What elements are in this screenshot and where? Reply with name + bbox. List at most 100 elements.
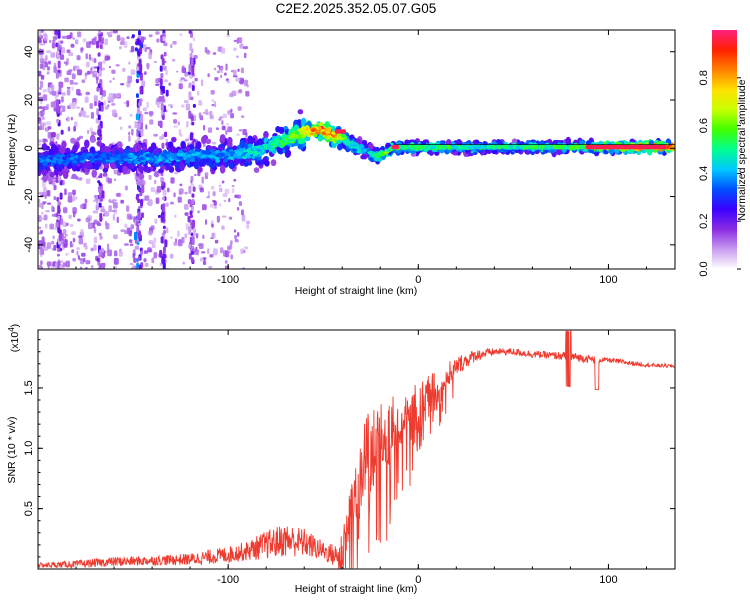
noise-blob (211, 141, 217, 145)
noise-blob (227, 126, 233, 133)
spectral-blob (585, 140, 592, 146)
noise-blob (221, 180, 225, 184)
noise-blob (211, 223, 214, 228)
ridge-blob (349, 143, 355, 147)
noise-blob (225, 129, 228, 135)
noise-blob (207, 73, 210, 78)
noise-streak (96, 257, 100, 262)
noise-blob (233, 39, 238, 43)
spectral-blob (158, 168, 164, 174)
noise-blob (85, 217, 91, 223)
noise-blob (89, 103, 93, 109)
ridge-blob (398, 144, 404, 149)
ridge-blob (503, 145, 509, 149)
noise-blob (219, 116, 224, 119)
noise-streak (188, 110, 192, 119)
spectrogram-x-tick-label: -100 (217, 274, 239, 286)
ridge-blob (480, 145, 486, 149)
noise-blob (111, 103, 116, 106)
ridge-blob (515, 145, 521, 150)
spectral-blob (270, 159, 277, 167)
noise-blob (46, 190, 51, 197)
noise-streak (190, 30, 194, 32)
spectrogram-y-tick-label: 20 (23, 94, 35, 106)
noise-blob (47, 202, 52, 205)
noise-blob (116, 216, 119, 223)
noise-blob (46, 121, 51, 126)
spectral-blob (117, 142, 123, 149)
ridge-blob (420, 144, 426, 149)
noise-blob (174, 214, 177, 218)
noise-blob (153, 133, 158, 137)
noise-blob (134, 245, 140, 250)
noise-blob (203, 258, 206, 262)
noise-blob (60, 104, 63, 109)
noise-streak (101, 252, 105, 259)
noise-blob (115, 64, 120, 67)
ridge-blob (253, 150, 259, 155)
noise-streak (192, 186, 196, 192)
noise-streak (140, 178, 144, 186)
noise-streak (190, 58, 194, 67)
ridge-blob (280, 143, 286, 147)
noise-blob (184, 233, 188, 239)
noise-blob (120, 199, 124, 204)
noise-blob (54, 226, 58, 231)
noise-blob (213, 101, 217, 108)
noise-streak (55, 176, 59, 184)
noise-blob (148, 174, 152, 181)
spectral-blob (253, 167, 260, 173)
noise-blob (210, 185, 215, 190)
noise-blob (108, 65, 112, 69)
spectral-blob (145, 167, 152, 173)
noise-blob (172, 112, 178, 115)
noise-blob (102, 59, 106, 64)
noise-blob (230, 108, 233, 113)
noise-blob (218, 184, 222, 188)
spectral-blob (38, 169, 42, 177)
noise-streak (190, 232, 194, 237)
noise-blob (124, 243, 129, 246)
noise-blob (118, 251, 123, 257)
noise-blob (169, 236, 173, 239)
noise-blob (184, 191, 188, 195)
noise-blob (219, 247, 224, 254)
ridge-blob (245, 153, 251, 157)
noise-blob (179, 79, 183, 83)
noise-blob (213, 67, 217, 71)
noise-streak (136, 66, 140, 71)
noise-blob (237, 232, 240, 237)
noise-blob (129, 262, 133, 266)
colorbar-label: Normalized spectral amplitude (736, 79, 748, 220)
noise-streak (57, 215, 61, 221)
noise-blob (228, 198, 231, 203)
ridge-blob (220, 152, 226, 157)
spectral-blob (300, 117, 307, 126)
noise-blob (194, 173, 197, 177)
noise-streak (98, 222, 102, 227)
spectral-blob (264, 159, 270, 167)
ridge-blob (273, 138, 279, 142)
spectral-blob (94, 163, 100, 171)
ridge-blob (426, 145, 432, 149)
snr-x-tick-label: -100 (217, 574, 239, 586)
noise-streak (59, 264, 63, 269)
noise-blob (38, 198, 41, 204)
ridge-blob (123, 157, 129, 162)
noise-blob (145, 124, 148, 130)
ridge-blob (669, 145, 675, 150)
noise-streak (137, 122, 141, 132)
noise-blob (51, 90, 57, 96)
spectrogram-y-tick-label: -40 (23, 237, 35, 253)
spectral-blob (297, 109, 304, 115)
noise-blob (224, 250, 230, 258)
spectral-blob (179, 162, 185, 171)
spectral-blob (96, 140, 103, 147)
noise-blob (38, 232, 43, 235)
noise-blob (197, 210, 200, 214)
snr-x-axis-label: Height of straight line (km) (295, 583, 418, 595)
noise-blob (90, 264, 94, 269)
spectral-blob (141, 146, 148, 152)
noise-blob (212, 191, 216, 197)
noise-streak (160, 73, 164, 79)
